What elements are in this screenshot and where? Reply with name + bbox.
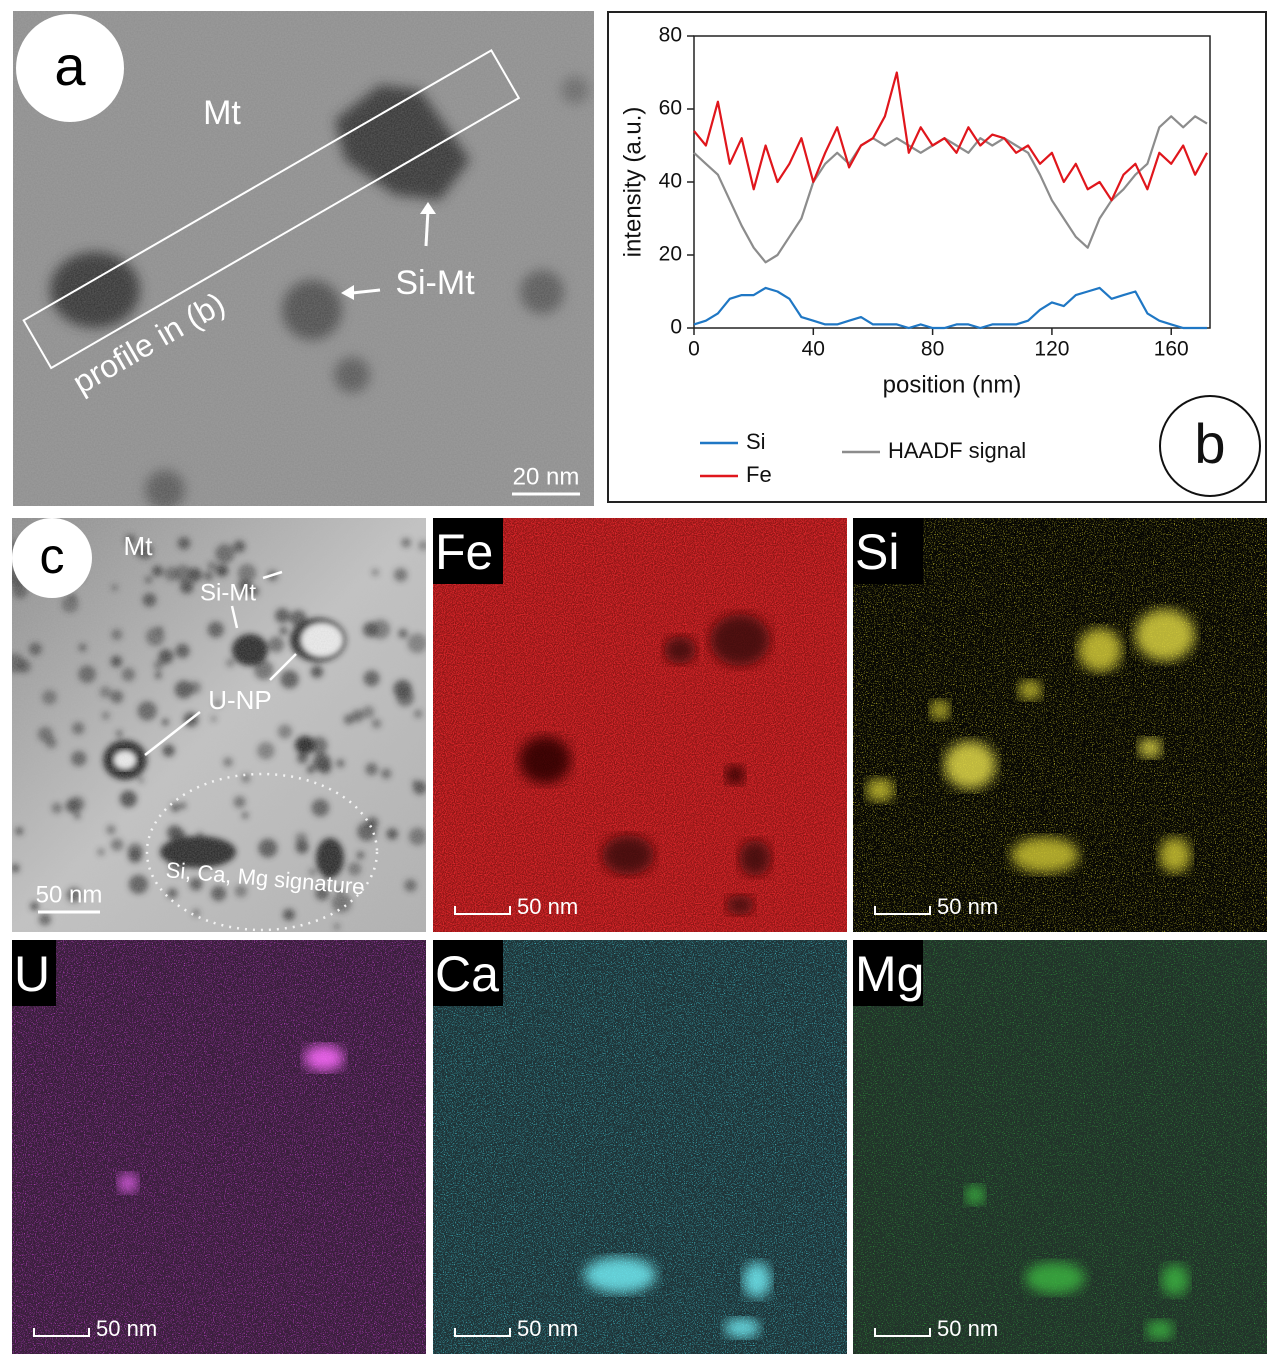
x-tick-label: 0 xyxy=(688,338,700,361)
scale-bar xyxy=(454,906,511,915)
map-feature xyxy=(1011,837,1079,873)
legend-label: HAADF signal xyxy=(888,438,1026,463)
x-tick-label: 80 xyxy=(921,338,944,361)
arrow xyxy=(424,209,430,247)
map-feature xyxy=(584,1257,656,1293)
annotation: U-NP xyxy=(208,685,272,715)
x-tick-label: 120 xyxy=(1034,338,1069,361)
legend-label: Fe xyxy=(746,462,772,487)
map-feature xyxy=(739,840,771,876)
label-box xyxy=(433,940,503,1006)
element-map: Mg 50 nm xyxy=(853,940,1267,1354)
map-feature xyxy=(1078,628,1122,672)
map-signal xyxy=(12,940,426,1354)
annotation: Si-Mt xyxy=(395,264,475,302)
map-feature xyxy=(944,741,996,789)
scale-label: 20 nm xyxy=(513,463,580,490)
scale-bar xyxy=(874,1328,931,1337)
map-feature xyxy=(664,636,696,664)
x-tick-label: 40 xyxy=(802,338,825,361)
y-axis-label: intensity (a.u.) xyxy=(619,107,646,258)
y-tick-label: 60 xyxy=(659,97,682,120)
map-feature xyxy=(710,614,770,666)
map-feature xyxy=(519,736,571,784)
label-box xyxy=(853,518,923,584)
profile-box xyxy=(22,48,521,370)
annotation: Mt xyxy=(124,531,154,561)
map-feature xyxy=(866,778,894,802)
map-feature xyxy=(602,835,654,875)
map-feature xyxy=(1161,1264,1189,1296)
map-feature xyxy=(930,700,950,720)
map-feature xyxy=(304,1045,344,1071)
y-tick-label: 40 xyxy=(659,170,682,193)
element-map: U 50 nm xyxy=(12,940,426,1354)
panel-b-frame xyxy=(607,11,1267,503)
element-map: Si 50 nm xyxy=(853,518,1267,932)
panel-c-image: c Mt Si-Mt U-NP Si, Ca, Mg signature 50 … xyxy=(12,518,426,932)
scale-bar xyxy=(454,1328,511,1337)
x-tick-label: 160 xyxy=(1154,338,1189,361)
panel-a-image: a Mt Si-Mt profile in (b) 20 nm xyxy=(12,10,595,507)
element-label: Fe xyxy=(435,524,493,580)
element-label: U xyxy=(14,946,50,1002)
scale-label: 50 nm xyxy=(36,881,103,908)
map-feature xyxy=(724,1318,760,1338)
element-map: Ca 50 nm xyxy=(433,940,847,1354)
series-line xyxy=(693,115,1208,264)
scale-label: 50 nm xyxy=(96,1316,157,1341)
y-tick-label: 20 xyxy=(659,243,682,266)
map-feature xyxy=(118,1173,138,1193)
map-feature xyxy=(1146,1320,1174,1340)
x-axis-label: position (nm) xyxy=(883,371,1022,398)
scale-bar xyxy=(33,1328,90,1337)
label-box xyxy=(12,940,56,1006)
element-label: Si xyxy=(855,524,899,580)
panel-label: c xyxy=(40,528,65,584)
annotation: Si-Mt xyxy=(200,579,256,606)
map-feature xyxy=(1025,1262,1085,1294)
map-feature xyxy=(725,765,745,785)
map-feature xyxy=(1138,738,1162,758)
panel-label: a xyxy=(54,34,86,97)
map-feature xyxy=(1135,609,1195,661)
scale-label: 50 nm xyxy=(937,1316,998,1341)
map-feature xyxy=(1159,837,1191,873)
map-feature xyxy=(743,1262,771,1298)
element-label: Mg xyxy=(855,946,924,1002)
map-feature xyxy=(1018,680,1042,700)
scale-bar xyxy=(874,906,931,915)
map-feature xyxy=(965,1185,985,1205)
label-box xyxy=(853,940,923,1006)
element-label: Ca xyxy=(435,946,499,1002)
scale-label: 50 nm xyxy=(517,1316,578,1341)
panel-label-circle xyxy=(1159,395,1261,497)
element-maps: Fe 50 nm Si 50 nm U 50 nm Ca 50 nm Mg 50 nm xyxy=(12,518,1267,1354)
scale-label: 50 nm xyxy=(517,894,578,919)
panel-label: b xyxy=(1194,412,1225,475)
label-box xyxy=(433,518,503,584)
arrow xyxy=(351,288,381,295)
y-tick-label: 0 xyxy=(670,316,682,339)
element-map: Fe 50 nm xyxy=(433,518,847,932)
series-line xyxy=(693,71,1208,202)
series-line xyxy=(693,286,1207,330)
y-tick-label: 80 xyxy=(659,24,682,47)
annotation: Mt xyxy=(203,94,241,132)
legend-label: Si xyxy=(746,429,766,454)
scale-label: 50 nm xyxy=(937,894,998,919)
line-chart: 0 20 40 60 80 0 40 80 120 160 position (nm) intensi… xyxy=(619,24,1261,497)
map-feature xyxy=(726,895,754,915)
